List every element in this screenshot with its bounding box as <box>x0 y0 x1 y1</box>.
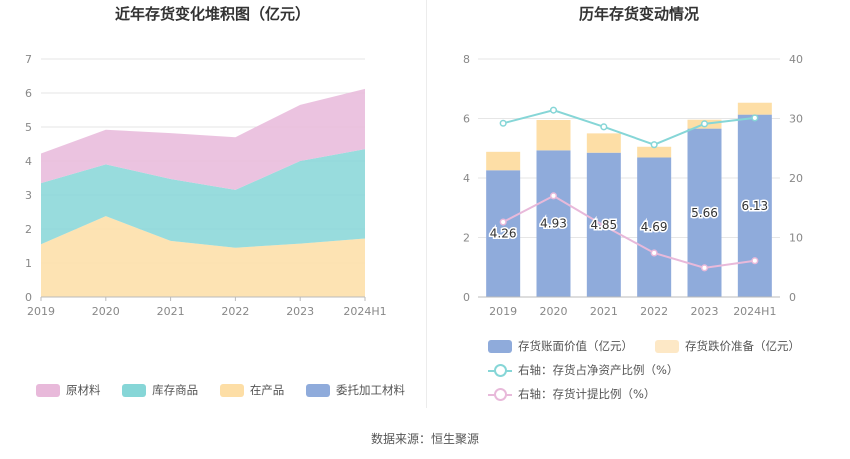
y-tick-label: 8 <box>463 53 470 66</box>
legend-label: 委托加工材料 <box>335 383 405 397</box>
data-source: 数据来源：恒生聚源 <box>370 432 479 446</box>
legend-item-consigned-materials[interactable]: 委托加工材料 <box>305 382 405 398</box>
x-tick-label: 2022 <box>221 305 249 318</box>
line-point <box>700 120 709 128</box>
y-tick-label: 3 <box>25 189 32 202</box>
legend-label: 在产品 <box>249 383 285 397</box>
area-原材料 <box>41 88 365 190</box>
legend-label: 存货账面价值（亿元） <box>518 339 633 353</box>
y-tick-label: 4 <box>463 172 470 185</box>
right-legend: 存货账面价值（亿元） 存货跌价准备（亿元） 右轴：存货占净资产比例（%） 右轴：… <box>488 334 848 406</box>
y-tick-label: 2 <box>463 232 470 245</box>
bar-存货账面价值（亿元） <box>737 114 772 297</box>
legend-item-book-value[interactable]: 存货账面价值（亿元） <box>488 338 633 354</box>
y-tick-label: 0 <box>463 291 470 304</box>
y-tick-label: 7 <box>25 53 32 66</box>
y2-tick-label: 20 <box>789 172 803 185</box>
bar-存货跌价准备（亿元） <box>737 102 772 115</box>
legend-label: 右轴：存货占净资产比例（%） <box>518 363 679 377</box>
area-库存商品 <box>41 149 365 248</box>
x-tick-label: 2024H1 <box>343 305 386 318</box>
x-tick-label: 2020 <box>540 305 568 318</box>
legend-line-swatch <box>488 387 512 401</box>
stacked-area-chart: 0 1 2 3 4 5 6 7 2019 2020 2021 2022 2023 2024H1 <box>25 53 387 318</box>
legend-swatch <box>219 383 244 397</box>
legend-item-net-asset-ratio[interactable]: 右轴：存货占净资产比例（%） <box>488 362 678 378</box>
legend-label: 库存商品 <box>152 383 199 397</box>
line-point <box>499 119 507 127</box>
legend-label: 原材料 <box>66 383 101 397</box>
bar-value-label: 4.26 <box>490 227 517 241</box>
panel-divider <box>426 0 427 408</box>
bar-value-label: 4.69 <box>641 220 668 234</box>
x-tick-label: 2021 <box>157 305 185 318</box>
legend-item-provision-ratio[interactable]: 右轴：存货计提比例（%） <box>488 386 655 402</box>
legend-swatch <box>36 383 60 397</box>
bar-存货跌价准备（亿元） <box>637 146 672 158</box>
y2-tick-label: 40 <box>789 53 803 66</box>
x-tick-label: 2021 <box>590 305 618 318</box>
line-point <box>549 192 558 200</box>
line-point <box>751 257 759 265</box>
legend-item-impairment[interactable]: 存货跌价准备（亿元） <box>655 338 800 354</box>
x-tick-label: 2022 <box>640 305 668 318</box>
bar-value-label: 6.13 <box>741 199 768 213</box>
y-tick-label: 6 <box>463 113 470 126</box>
line-point <box>600 222 608 230</box>
bar-存货跌价准备（亿元） <box>486 151 521 171</box>
bar-value-label: 5.66 <box>691 206 718 220</box>
inventory-bar-line-chart: 0 2 4 6 8 0 10 20 30 40 4.26 4.93 4.85 4.69 5.66 6.13 20… <box>463 53 803 318</box>
line-point <box>600 123 608 131</box>
legend-swatch <box>122 383 147 397</box>
area-在产品 <box>41 216 365 297</box>
x-tick-label: 2023 <box>691 305 719 318</box>
y2-tick-label: 30 <box>789 113 803 126</box>
y-tick-label: 5 <box>25 121 32 134</box>
x-tick-label: 2019 <box>27 305 55 318</box>
line-point <box>650 249 658 257</box>
legend-swatch <box>305 383 330 397</box>
bar-value-label: 4.93 <box>540 217 567 231</box>
y-tick-label: 0 <box>25 291 32 304</box>
y-tick-label: 1 <box>25 257 32 270</box>
legend-label: 存货跌价准备（亿元） <box>685 339 800 353</box>
bar-存货账面价值（亿元） <box>536 150 571 297</box>
bar-value-label: 4.85 <box>590 218 617 232</box>
legend-item-raw-materials[interactable]: 原材料 <box>36 382 101 398</box>
bar-存货跌价准备（亿元） <box>536 119 571 151</box>
x-tick-label: 2024H1 <box>733 305 776 318</box>
legend-item-work-in-progress[interactable]: 在产品 <box>219 382 285 398</box>
left-legend: 原材料 库存商品 在产品 委托加工材料 <box>36 382 423 400</box>
line-point <box>499 218 507 226</box>
left-chart-title: 近年存货变化堆积图（亿元） <box>114 5 310 23</box>
y-tick-label: 2 <box>25 223 32 236</box>
legend-swatch <box>655 339 679 353</box>
y2-tick-label: 0 <box>789 291 796 304</box>
line-point <box>751 114 759 122</box>
right-chart-title: 历年存货变动情况 <box>578 5 699 23</box>
x-tick-label: 2019 <box>489 305 517 318</box>
line-point <box>650 141 658 149</box>
line-point <box>700 264 709 272</box>
line-右轴：存货占净资产比例（%） <box>502 109 755 146</box>
bar-存货账面价值（亿元） <box>486 170 521 297</box>
x-tick-label: 2020 <box>92 305 120 318</box>
legend-line-swatch <box>488 363 512 377</box>
y-tick-label: 4 <box>25 155 32 168</box>
legend-label: 右轴：存货计提比例（%） <box>518 387 656 401</box>
bar-存货账面价值（亿元） <box>637 157 672 297</box>
x-tick-label: 2023 <box>286 305 314 318</box>
y2-tick-label: 10 <box>789 232 803 245</box>
line-point <box>549 106 558 114</box>
legend-swatch <box>488 339 512 353</box>
bar-存货跌价准备（亿元） <box>586 133 621 153</box>
legend-item-finished-goods[interactable]: 库存商品 <box>122 382 198 398</box>
y-tick-label: 6 <box>25 87 32 100</box>
line-右轴：存货计提比例（%） <box>502 194 755 269</box>
